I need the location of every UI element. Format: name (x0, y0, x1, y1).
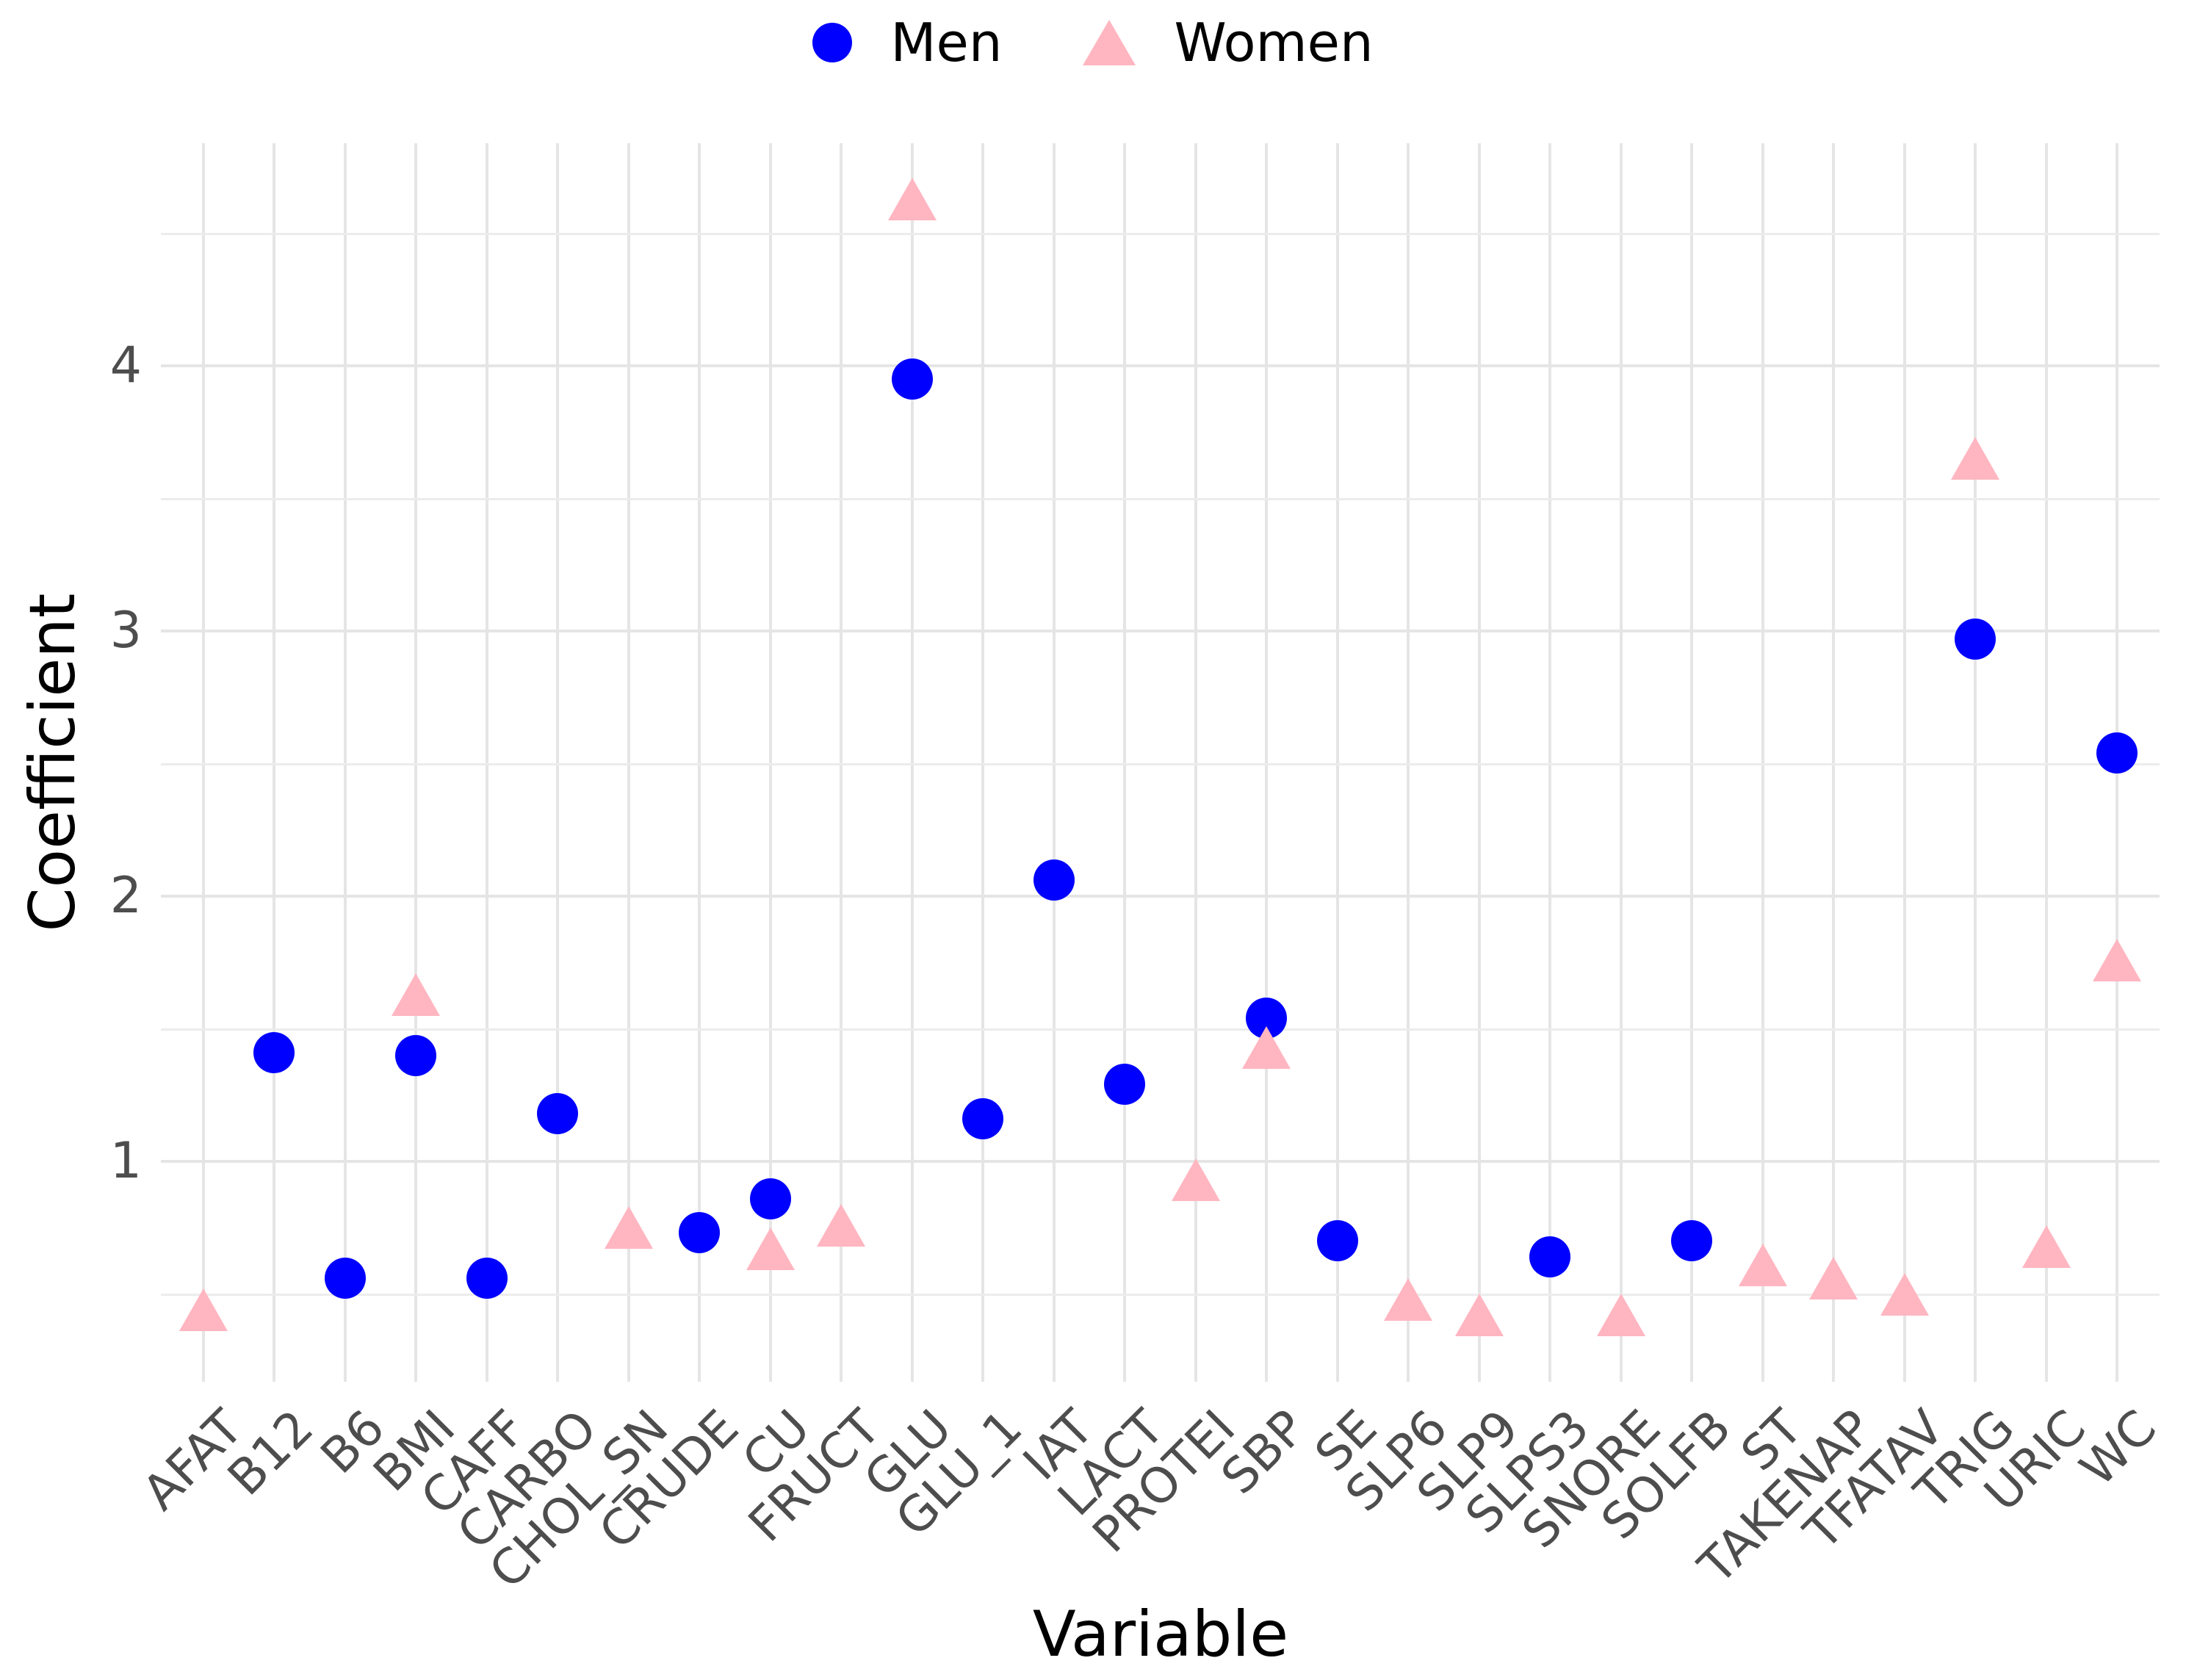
gridline-horizontal-major (161, 895, 2160, 898)
point-men-glu (891, 358, 933, 400)
point-women-sbp (1242, 1025, 1291, 1069)
gridline-horizontal-major (161, 1160, 2160, 1163)
point-men-crude (679, 1212, 721, 1254)
y-tick-label-2: 2 (109, 867, 142, 925)
point-men-glu_1 (962, 1098, 1004, 1140)
point-women-cu (746, 1227, 795, 1271)
point-women-bmi (392, 973, 441, 1016)
point-women-snore (1596, 1294, 1645, 1337)
legend: Men Women (0, 16, 2186, 69)
point-men-slps3 (1529, 1236, 1571, 1277)
point-men-b6 (324, 1257, 366, 1299)
point-women-trig (1951, 437, 2000, 480)
y-axis-title: Coefficient (16, 593, 90, 932)
gridline-vertical-snore (1619, 143, 1623, 1382)
gridline-vertical-se (1335, 143, 1339, 1382)
point-women-protei (1171, 1158, 1220, 1202)
gridline-vertical-glu_1 (981, 143, 985, 1382)
gridline-vertical-carbo (556, 143, 560, 1382)
gridline-vertical-slps3 (1548, 143, 1552, 1382)
legend-label-women: Women (1174, 12, 1374, 73)
gridline-vertical-uric (2044, 143, 2048, 1382)
point-women-takenap (1809, 1256, 1858, 1299)
gridline-vertical-tfatav (1902, 143, 1906, 1382)
point-women-tfatav (1880, 1272, 1929, 1316)
gridline-vertical-takenap (1832, 143, 1836, 1382)
y-tick-label-1: 1 (109, 1132, 142, 1190)
gridline-horizontal-minor (161, 763, 2160, 765)
point-men-wc (2096, 732, 2138, 774)
gridline-vertical-crude (698, 143, 701, 1382)
point-women-slp6 (1384, 1277, 1433, 1321)
point-men-carbo (537, 1093, 579, 1135)
point-men-caff (466, 1257, 508, 1299)
gridline-horizontal-minor (161, 1028, 2160, 1031)
gridline-vertical-slp6 (1407, 143, 1410, 1382)
y-tick-label-4: 4 (109, 336, 142, 394)
point-men-cu (749, 1178, 791, 1219)
point-women-glu (887, 177, 937, 220)
gridline-vertical-st (1761, 143, 1764, 1382)
point-men-lact (1104, 1064, 1146, 1106)
gridline-vertical-b12 (273, 143, 276, 1382)
gridline-vertical-lact (1123, 143, 1127, 1382)
point-women-st (1738, 1243, 1787, 1286)
point-men-bmi (395, 1034, 437, 1076)
gridline-vertical-chol_sn (627, 143, 630, 1382)
point-women-slp9 (1454, 1294, 1504, 1337)
point-men-b12 (253, 1031, 295, 1073)
gridline-vertical-b6 (343, 143, 347, 1382)
gridline-horizontal-major (161, 364, 2160, 367)
point-men-iat (1033, 859, 1075, 901)
point-women-uric (2021, 1225, 2071, 1268)
point-women-fruct (817, 1203, 866, 1247)
gridline-vertical-sbp (1265, 143, 1269, 1382)
gridline-vertical-fruct (840, 143, 843, 1382)
gridline-vertical-slp9 (1477, 143, 1481, 1382)
gridline-vertical-protei (1194, 143, 1197, 1382)
legend-item-women: Women (1083, 12, 1374, 73)
x-axis-title: Variable (1032, 1598, 1289, 1671)
gridline-vertical-iat (1052, 143, 1056, 1382)
gridline-horizontal-minor (161, 1293, 2160, 1296)
men-circle-icon (812, 23, 853, 62)
gridline-vertical-glu (910, 143, 914, 1382)
point-women-chol_sn (604, 1206, 653, 1250)
legend-label-men: Men (890, 12, 1003, 73)
point-men-se (1316, 1220, 1358, 1262)
women-triangle-icon (1083, 20, 1136, 65)
legend-item-men: Men (812, 16, 1002, 69)
point-men-solfb (1671, 1220, 1713, 1262)
gridline-horizontal-minor (161, 497, 2160, 500)
point-women-wc (2093, 938, 2142, 981)
gridline-horizontal-minor (161, 232, 2160, 235)
gridline-horizontal-major (161, 630, 2160, 632)
point-women-afat (178, 1288, 228, 1332)
gridline-vertical-cu (768, 143, 772, 1382)
gridline-vertical-caff (485, 143, 488, 1382)
point-men-trig (1955, 618, 1996, 660)
gridline-vertical-trig (1974, 143, 1977, 1382)
gridline-vertical-afat (201, 143, 205, 1382)
gridline-vertical-bmi (414, 143, 418, 1382)
gridline-vertical-solfb (1690, 143, 1694, 1382)
y-tick-label-3: 3 (109, 602, 142, 660)
